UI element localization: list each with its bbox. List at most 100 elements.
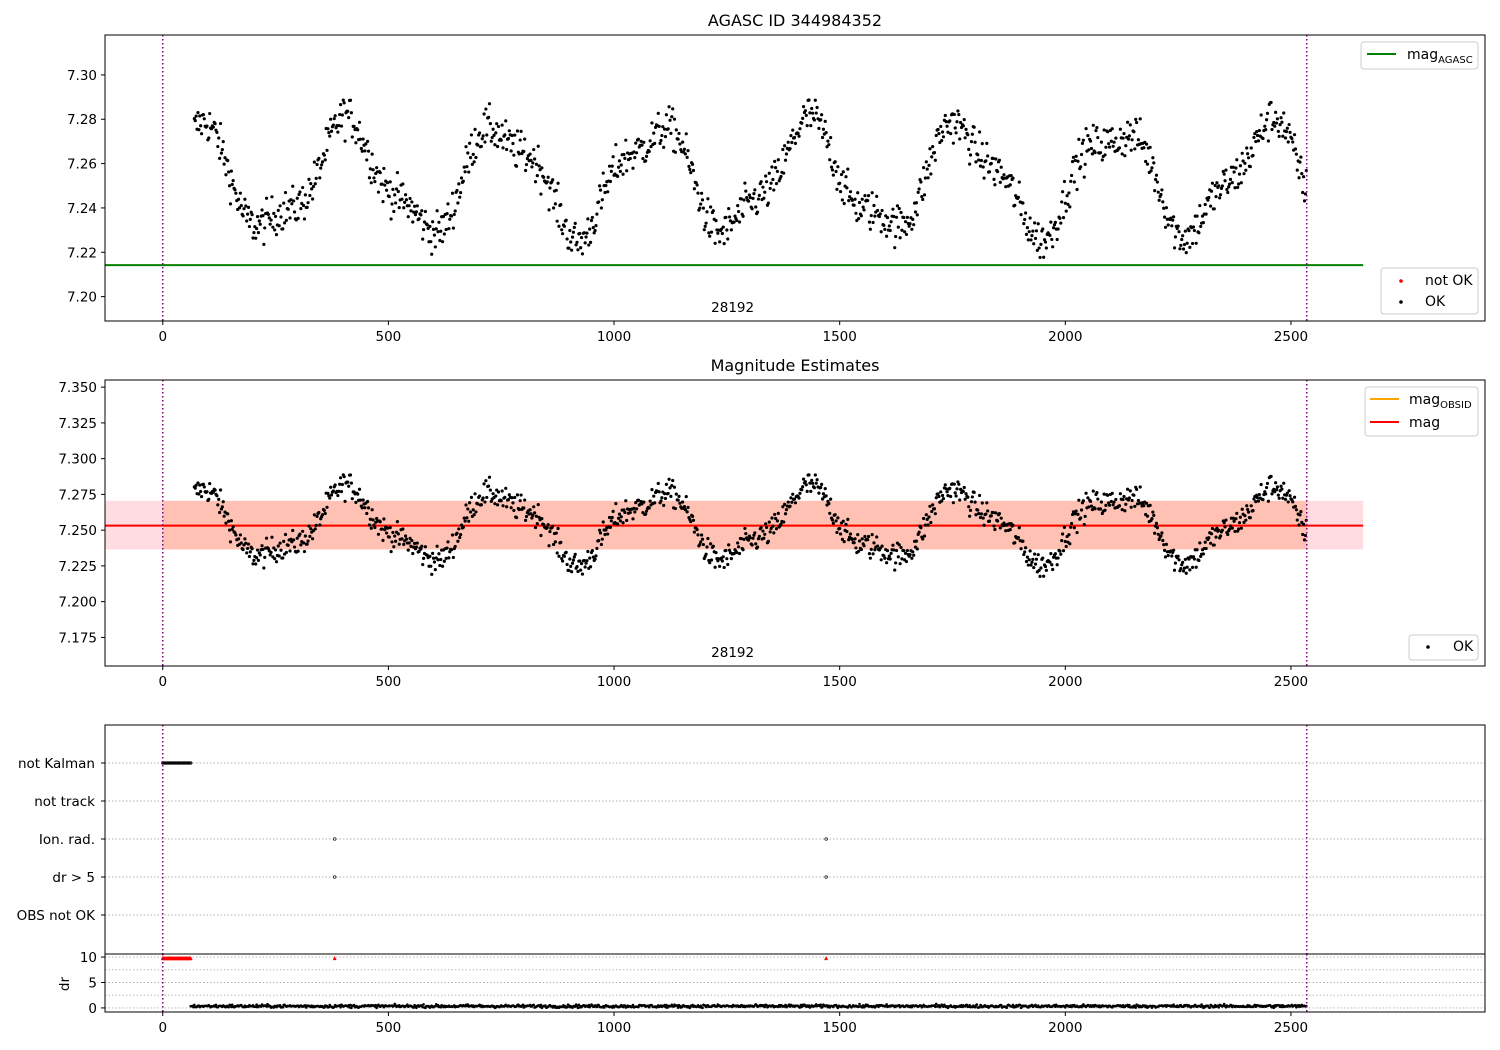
ok-point xyxy=(666,127,670,131)
ok-point xyxy=(599,206,604,210)
ok-point xyxy=(735,550,739,555)
ok-point xyxy=(500,489,504,493)
ok-point xyxy=(600,198,604,202)
x-tick-label: 500 xyxy=(376,674,402,690)
ok-point xyxy=(358,137,363,141)
ok-point xyxy=(1061,190,1065,194)
legend-box xyxy=(1408,634,1479,661)
ok-point xyxy=(952,112,956,117)
ok-point xyxy=(513,133,517,137)
ok-point xyxy=(1276,129,1280,134)
ok-point xyxy=(485,133,489,137)
ok-point xyxy=(919,180,923,184)
ok-point xyxy=(1264,492,1268,496)
x-tick-label: 1000 xyxy=(597,1020,631,1036)
ok-point xyxy=(245,551,249,555)
dr-point xyxy=(676,1006,680,1009)
ok-point xyxy=(545,525,549,530)
ok-point xyxy=(1074,154,1078,158)
ok-point xyxy=(927,515,931,519)
ok-point xyxy=(419,213,423,217)
legend-mag-label: mag xyxy=(1409,415,1440,431)
ok-point xyxy=(1181,234,1185,238)
ok-point xyxy=(1254,500,1258,504)
dr-point xyxy=(688,1006,692,1010)
ok-point xyxy=(598,531,603,535)
ok-point xyxy=(892,214,896,219)
dr-point xyxy=(1208,1006,1212,1009)
x-tick-label: 1000 xyxy=(597,674,631,690)
ok-point xyxy=(274,233,279,237)
ok-point xyxy=(1087,148,1091,152)
ok-point xyxy=(885,234,889,238)
ok-point xyxy=(217,497,221,501)
ok-point xyxy=(842,201,846,206)
ok-point xyxy=(713,241,717,245)
ok-point xyxy=(1160,531,1164,535)
ok-point xyxy=(905,215,909,220)
ok-point xyxy=(664,482,668,486)
ok-point xyxy=(1176,554,1180,558)
ok-point xyxy=(356,128,360,132)
ok-point xyxy=(683,152,687,156)
ok-point xyxy=(499,499,503,503)
ok-point xyxy=(252,231,256,235)
ok-point xyxy=(564,550,568,554)
ok-point xyxy=(1076,159,1080,163)
ok-point xyxy=(493,143,497,147)
ok-point xyxy=(844,175,848,179)
ok-point xyxy=(199,494,204,499)
ok-point xyxy=(736,204,740,208)
ok-point xyxy=(322,153,326,157)
ok-point xyxy=(588,556,592,560)
ok-point xyxy=(536,503,540,507)
ok-point xyxy=(393,534,397,538)
ok-point xyxy=(554,188,558,192)
x-tick-label: 500 xyxy=(376,329,402,345)
ok-point xyxy=(1033,552,1037,556)
ok-point xyxy=(382,166,386,171)
ok-point xyxy=(329,117,333,121)
ok-point xyxy=(1237,172,1242,176)
ok-point xyxy=(491,492,495,496)
ok-point xyxy=(667,105,671,109)
ok-point xyxy=(839,172,844,177)
ok-point xyxy=(798,491,802,495)
ok-point xyxy=(644,509,649,513)
dr-point xyxy=(193,1003,196,1007)
ok-point xyxy=(1257,492,1261,497)
ok-point xyxy=(809,489,813,493)
ok-point xyxy=(896,555,900,559)
ok-point xyxy=(1128,489,1132,493)
ok-point xyxy=(338,103,343,107)
y-tick-label: 5 xyxy=(88,975,97,991)
ok-point xyxy=(483,140,487,144)
ok-point xyxy=(1255,129,1259,134)
ok-point xyxy=(1044,568,1048,572)
ok-point xyxy=(1285,126,1289,130)
ok-point xyxy=(551,206,556,210)
ok-point xyxy=(739,197,743,201)
ok-point xyxy=(1148,503,1152,507)
ok-point xyxy=(223,156,227,160)
ok-point xyxy=(425,223,429,227)
ok-point xyxy=(714,219,718,223)
ok-point xyxy=(1144,501,1149,505)
ok-point xyxy=(420,544,424,548)
ok-point xyxy=(1125,120,1130,124)
ok-point xyxy=(727,206,731,211)
ok-point xyxy=(753,531,757,535)
ok-point xyxy=(1286,500,1290,504)
ok-point xyxy=(754,205,758,209)
ok-point xyxy=(488,488,492,492)
ok-point xyxy=(268,553,272,557)
ok-point xyxy=(784,152,789,156)
ok-point xyxy=(560,232,565,236)
ok-point xyxy=(1236,185,1240,189)
ok-point xyxy=(198,483,202,487)
ok-point xyxy=(1110,491,1114,495)
ok-point xyxy=(813,473,817,477)
ok-point xyxy=(215,494,219,498)
ok-point xyxy=(720,231,724,236)
ok-point xyxy=(1135,487,1139,491)
